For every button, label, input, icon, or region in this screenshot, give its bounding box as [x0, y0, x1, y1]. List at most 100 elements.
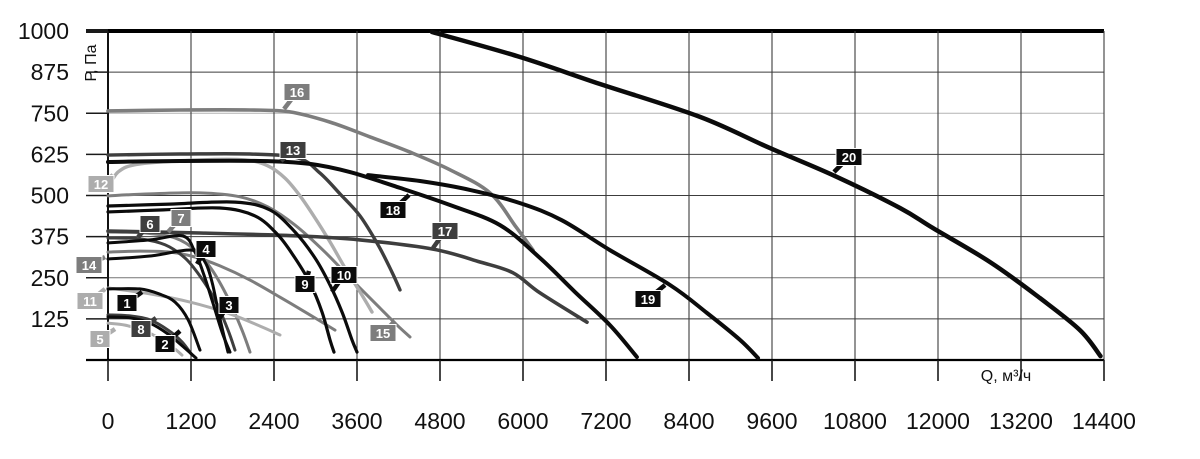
curve-16 [106, 107, 535, 252]
y-tick-label-875: 875 [31, 59, 69, 85]
curve-label-10: 10 [330, 266, 358, 294]
curve-label-box-16 [283, 83, 311, 101]
y-tick-label-375: 375 [31, 224, 69, 250]
curve-1 [106, 287, 202, 352]
curve-label-5: 5 [89, 327, 117, 348]
curve-label-box-20 [835, 148, 863, 166]
curve-label-number-13: 13 [286, 143, 300, 158]
curve-label-7: 7 [166, 209, 192, 234]
curve-label-number-16: 16 [290, 85, 304, 100]
y-tick-label-750: 750 [31, 100, 69, 126]
curve-3 [106, 248, 230, 354]
curve-label-1: 1 [116, 290, 144, 312]
curve-label-20: 20 [832, 148, 863, 174]
curve-label-number-15: 15 [376, 326, 390, 341]
curve-label-number-8: 8 [137, 322, 144, 337]
curve-label-number-6: 6 [146, 217, 153, 232]
x-tick-label-6000: 6000 [497, 408, 548, 434]
curve-label-box-9 [294, 275, 316, 293]
y-tick-label-500: 500 [31, 183, 69, 209]
curve-label-box-8 [130, 320, 152, 338]
curve-label-12: 12 [87, 173, 115, 193]
x-tick-label-9600: 9600 [746, 408, 797, 434]
x-tick-label-10800: 10800 [823, 408, 887, 434]
curve-label-number-17: 17 [438, 224, 452, 239]
curve-label-8: 8 [130, 316, 158, 338]
curve-2 [106, 315, 198, 360]
curve-label-box-1 [116, 294, 138, 312]
curve-label-number-1: 1 [123, 296, 130, 311]
curve-label-box-11 [76, 292, 104, 310]
curve-label-box-6 [139, 215, 161, 233]
y-axis-title: Р, Па [83, 44, 100, 81]
curve-10 [106, 200, 359, 354]
curve-label-number-19: 19 [641, 292, 655, 307]
x-tick-label-8400: 8400 [663, 408, 714, 434]
curve-label-box-14 [75, 256, 103, 274]
x-tick-label-1200: 1200 [165, 408, 216, 434]
curve-label-number-18: 18 [386, 203, 400, 218]
curve-label-19: 19 [634, 283, 667, 308]
curve-label-box-12 [87, 175, 115, 193]
curve-label-box-15 [369, 324, 397, 342]
curve-18 [106, 158, 639, 359]
x-tick-label-13200: 13200 [989, 408, 1053, 434]
curve-label-box-18 [379, 201, 407, 219]
curve-label-box-19 [634, 290, 662, 308]
x-tick-label-14400: 14400 [1072, 408, 1136, 434]
curve-label-number-14: 14 [82, 258, 97, 273]
curve-label-number-7: 7 [177, 211, 184, 226]
curve-label-box-4 [195, 240, 217, 258]
curve-label-17: 17 [431, 222, 459, 250]
x-tick-label-4800: 4800 [414, 408, 465, 434]
grid-lines [86, 29, 1105, 362]
curve-label-number-2: 2 [161, 337, 168, 352]
fan-curves [106, 29, 1103, 360]
curve-14 [106, 249, 337, 332]
curve-11 [106, 286, 282, 337]
curve-8 [106, 313, 194, 357]
x-tick-label-12000: 12000 [906, 408, 970, 434]
curve-20 [429, 29, 1103, 359]
curve-label-box-2 [154, 335, 176, 353]
curve-label-6: 6 [136, 215, 161, 239]
curve-label-number-11: 11 [83, 294, 97, 309]
curve-label-number-20: 20 [842, 150, 856, 165]
y-tick-label-1000: 1000 [18, 18, 69, 44]
x-tick-label-2400: 2400 [248, 408, 299, 434]
curve-label-4: 4 [195, 240, 217, 266]
curve-label-number-5: 5 [96, 332, 103, 347]
curve-label-16: 16 [282, 83, 311, 111]
x-tick-label-7200: 7200 [580, 408, 631, 434]
curve-label-number-3: 3 [225, 298, 232, 313]
curve-label-box-3 [218, 296, 240, 314]
curve-label-box-13 [279, 141, 307, 159]
curve-label-15: 15 [369, 319, 397, 342]
x-axis-title: Q, м³/ч [981, 368, 1031, 385]
y-tick-label-125: 125 [31, 306, 69, 332]
curve-label-14: 14 [75, 254, 107, 274]
axis-ticks [86, 29, 1105, 381]
curve-label-3: 3 [216, 296, 240, 322]
y-tick-label-250: 250 [31, 265, 69, 291]
curve-13 [106, 152, 402, 292]
curve-label-2: 2 [154, 329, 182, 353]
x-tick-label-3600: 3600 [331, 408, 382, 434]
curve-label-11: 11 [76, 287, 107, 310]
curve-label-box-10 [330, 266, 358, 284]
curve-label-box-17 [431, 222, 459, 240]
curve-9 [106, 206, 336, 354]
curve-label-number-9: 9 [301, 277, 308, 292]
curve-label-box-7 [170, 209, 192, 227]
curve-label-number-4: 4 [202, 242, 210, 257]
curve-label-number-10: 10 [337, 268, 351, 283]
curve-15 [106, 191, 412, 339]
curve-17 [106, 229, 589, 324]
x-tick-label-0: 0 [102, 408, 115, 434]
curve-label-18: 18 [379, 193, 411, 219]
curve-5 [106, 321, 184, 357]
